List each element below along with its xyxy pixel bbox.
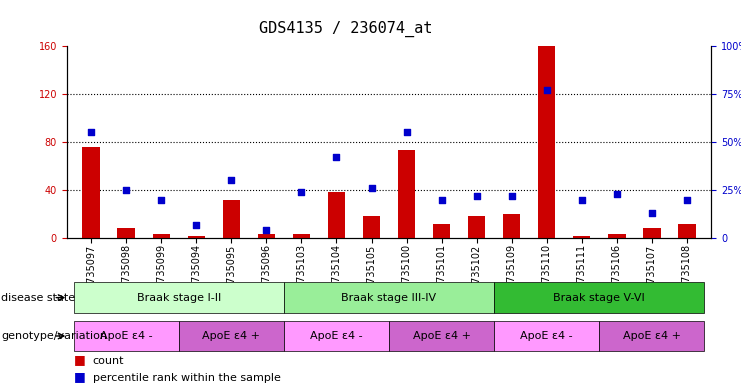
- Bar: [118, 228, 135, 238]
- Bar: [222, 200, 240, 238]
- Bar: [363, 217, 380, 238]
- Bar: [468, 217, 485, 238]
- Point: [505, 193, 517, 199]
- Bar: [82, 147, 100, 238]
- Point: [436, 197, 448, 203]
- Bar: [258, 235, 275, 238]
- Point: [576, 197, 588, 203]
- Bar: [153, 235, 170, 238]
- Text: percentile rank within the sample: percentile rank within the sample: [93, 373, 281, 383]
- Point: [330, 154, 342, 161]
- Bar: [643, 228, 660, 238]
- Bar: [433, 223, 451, 238]
- Text: ApoE ε4 -: ApoE ε4 -: [310, 331, 363, 341]
- Text: count: count: [93, 356, 124, 366]
- Point: [471, 193, 482, 199]
- Point: [541, 87, 553, 93]
- Bar: [538, 46, 556, 238]
- Point: [646, 210, 658, 216]
- Text: genotype/variation: genotype/variation: [1, 331, 107, 341]
- Point: [85, 129, 97, 136]
- Bar: [678, 223, 696, 238]
- Bar: [328, 192, 345, 238]
- Text: Braak stage III-IV: Braak stage III-IV: [342, 293, 436, 303]
- Bar: [573, 236, 591, 238]
- Point: [190, 222, 202, 228]
- Point: [611, 191, 622, 197]
- Bar: [398, 151, 415, 238]
- Text: ApoE ε4 +: ApoE ε4 +: [413, 331, 471, 341]
- Point: [225, 177, 237, 184]
- Text: GDS4135 / 236074_at: GDS4135 / 236074_at: [259, 21, 433, 37]
- Point: [296, 189, 308, 195]
- Point: [120, 187, 132, 193]
- Point: [365, 185, 377, 191]
- Bar: [503, 214, 520, 238]
- Text: ApoE ε4 +: ApoE ε4 +: [202, 331, 260, 341]
- Text: Braak stage V-VI: Braak stage V-VI: [554, 293, 645, 303]
- Text: ■: ■: [74, 353, 86, 366]
- Text: Braak stage I-II: Braak stage I-II: [136, 293, 221, 303]
- Text: ApoE ε4 -: ApoE ε4 -: [100, 331, 153, 341]
- Text: ApoE ε4 -: ApoE ε4 -: [520, 331, 573, 341]
- Text: disease state: disease state: [1, 293, 76, 303]
- Bar: [608, 235, 625, 238]
- Point: [681, 197, 693, 203]
- Point: [156, 197, 167, 203]
- Bar: [187, 236, 205, 238]
- Text: ■: ■: [74, 370, 86, 383]
- Bar: [293, 235, 310, 238]
- Point: [261, 227, 273, 233]
- Text: ApoE ε4 +: ApoE ε4 +: [622, 331, 681, 341]
- Point: [401, 129, 413, 136]
